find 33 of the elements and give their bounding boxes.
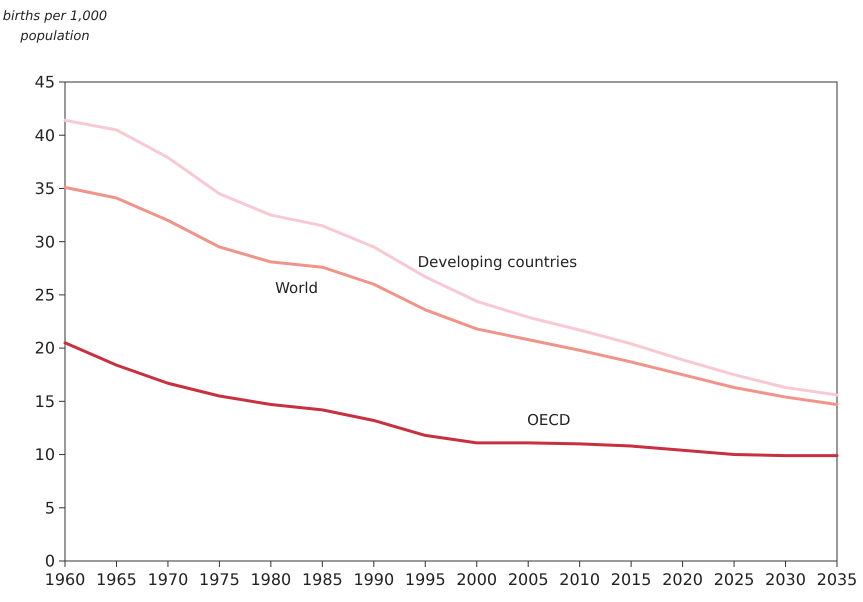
x-tick-label: 2015 — [610, 570, 652, 589]
x-tick-label: 1975 — [199, 570, 240, 589]
series-label: OECD — [527, 410, 570, 429]
x-tick-label: 1980 — [250, 570, 292, 589]
line-series — [64, 341, 838, 458]
line-series — [64, 118, 838, 396]
y-tick-label: 20 — [34, 338, 55, 358]
y-tick-label: 10 — [34, 445, 55, 464]
x-tick-label: 1960 — [44, 570, 86, 589]
y-tick-label: 0 — [44, 552, 55, 571]
series-label: World — [275, 278, 318, 297]
x-tick-label: 1995 — [404, 570, 446, 589]
y-tick-label: 25 — [34, 285, 55, 304]
x-tick-label: 1990 — [353, 570, 394, 589]
x-tick-label: 1965 — [96, 570, 137, 589]
y-axis-title: births per 1,000 population — [2, 9, 108, 44]
x-tick-label: 1985 — [302, 570, 343, 589]
y-tick-label: 5 — [44, 498, 55, 518]
x-tick-label: 2030 — [765, 570, 806, 589]
y-tick-label: 30 — [34, 232, 55, 252]
x-tick-label: 2035 — [816, 570, 858, 589]
y-tick-label: 15 — [34, 392, 55, 411]
x-tick-label: 2020 — [662, 570, 703, 589]
y-tick-label: 45 — [34, 72, 55, 92]
x-tick-label: 2005 — [508, 570, 549, 589]
y-tick-label: 35 — [34, 179, 55, 198]
series-label: Developing countries — [418, 253, 578, 272]
line-series — [64, 186, 838, 406]
y-tick-label: 40 — [34, 126, 55, 145]
x-tick-label: 2025 — [714, 570, 754, 589]
x-tick-label: 2000 — [456, 570, 498, 589]
x-tick-label: 1970 — [148, 570, 188, 589]
x-tick-label: 2010 — [559, 570, 600, 589]
